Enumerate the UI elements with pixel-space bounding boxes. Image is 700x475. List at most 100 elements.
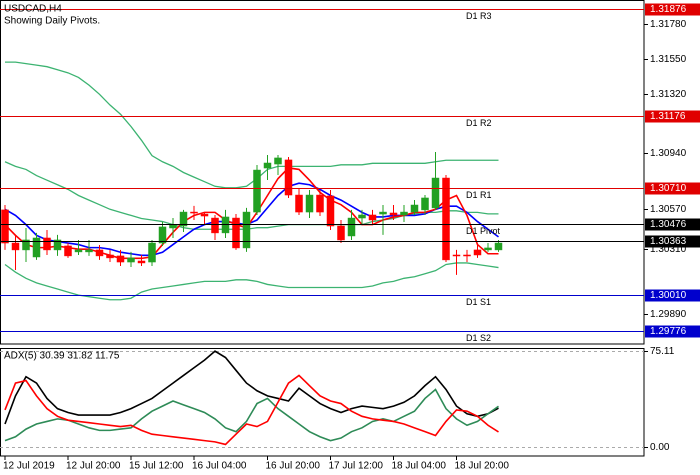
adx-line	[4, 374, 499, 446]
pivot-label: D1 S1	[466, 297, 491, 307]
candle-body	[116, 255, 125, 263]
candle-body	[400, 211, 408, 216]
candle-body	[473, 249, 482, 256]
candle-body	[274, 157, 282, 165]
candle-body	[410, 204, 419, 213]
chart-title: USDCAD,H4	[4, 4, 62, 15]
pivot-label: D1 R3	[466, 11, 492, 21]
adx-line	[4, 388, 499, 442]
pivot-value: 1.30010	[650, 290, 687, 301]
pivot-value-box	[645, 3, 700, 16]
candle-body	[85, 249, 93, 253]
candle-body	[200, 213, 209, 217]
x-tick-label: 18 Jul 20:00	[455, 461, 510, 472]
candle-body	[53, 239, 62, 251]
candle-body	[421, 197, 429, 211]
candle-body	[484, 247, 492, 251]
candle-body	[263, 162, 272, 169]
x-tick-label: 15 Jul 12:00	[129, 461, 184, 472]
y-tick-label: 0.00	[650, 442, 670, 453]
adx-panel	[0, 348, 645, 457]
price-value: 1.30363	[650, 236, 687, 247]
y-tick-label: 75.11	[650, 346, 675, 357]
adx-plot	[0, 350, 644, 448]
candle-body	[253, 169, 261, 213]
indicator-line	[4, 262, 499, 301]
indicator-line	[4, 167, 499, 260]
price-box	[645, 235, 700, 248]
candle-body	[211, 217, 219, 234]
candle-body	[106, 254, 114, 259]
x-tick-label: 18 Jul 04:00	[392, 461, 447, 472]
candle-body	[22, 239, 30, 251]
indicator-line	[4, 161, 499, 230]
candle-body	[305, 194, 314, 213]
y-tick-label: 1.30940	[650, 148, 687, 159]
y-tick-label: 1.31550	[650, 54, 687, 65]
candle-body	[1, 209, 9, 244]
candle-body	[127, 257, 135, 263]
indicator-line	[5, 61, 499, 189]
candle-body	[326, 195, 335, 227]
candle-body	[64, 245, 72, 257]
candle-body	[242, 211, 251, 249]
adx-line	[4, 350, 499, 425]
candle-body	[368, 214, 377, 221]
candle-body	[295, 194, 303, 213]
pivot-label: D1 R1	[466, 190, 492, 200]
candle-body	[158, 226, 167, 244]
pivot-value-box	[645, 110, 700, 123]
chart-subtitle: Showing Daily Pivots.	[4, 16, 100, 27]
y-tick-label: 1.31780	[650, 19, 687, 30]
y-tick-label: 1.29890	[650, 309, 687, 320]
candle-body	[232, 217, 240, 249]
main-plot	[0, 9, 644, 332]
candle-body	[11, 242, 20, 251]
indicator-line	[4, 182, 499, 257]
candle-body	[494, 242, 503, 251]
y-tick-label: 1.31320	[650, 89, 687, 100]
pivot-value-box	[645, 289, 700, 302]
pivot-label: D1 R2	[466, 118, 492, 128]
candle-body	[137, 260, 146, 264]
candle-body	[284, 159, 293, 196]
pivot-value: 1.30710	[650, 183, 687, 194]
y-tick-label: 1.30310	[650, 244, 687, 255]
pivot-label: D1 Pivot	[466, 226, 501, 236]
x-tick-label: 16 Jul 04:00	[192, 461, 247, 472]
pivot-value: 1.31876	[650, 4, 687, 15]
candle-body	[43, 237, 51, 251]
pivot-value-box	[645, 182, 700, 195]
x-tick-label: 16 Jul 20:00	[266, 461, 321, 472]
candle-body	[431, 177, 440, 209]
candle-body	[347, 217, 356, 237]
adx-title: ADX(5) 30.39 31.82 11.75	[4, 351, 120, 362]
y-tick-label: 1.30570	[650, 204, 687, 215]
x-tick-label: 12 Jul 2019	[3, 461, 55, 472]
main-panel	[0, 0, 645, 345]
axes: 1.31780 1.31550 1.31320 1.30940 1.30570 1.303…	[3, 3, 700, 472]
candle-body	[179, 211, 188, 227]
pivot-value-box	[645, 218, 700, 231]
candle-body	[169, 224, 177, 229]
pivot-value-box	[645, 325, 700, 338]
candle-body	[358, 214, 366, 219]
candle-body	[452, 254, 461, 257]
pivot-value: 1.31176	[650, 111, 686, 122]
pivot-label: D1 S2	[466, 333, 491, 343]
candle-body	[32, 237, 41, 258]
candle-body	[389, 212, 398, 216]
candle-body	[316, 194, 324, 213]
candle-body	[463, 254, 471, 257]
pivot-value: 1.30476	[650, 219, 687, 230]
x-tick-label: 12 Jul 20:00	[66, 461, 121, 472]
candle-body	[74, 249, 83, 253]
pivot-value: 1.29776	[650, 326, 687, 337]
x-tick-label: 17 Jul 12:00	[329, 461, 384, 472]
candle-body	[95, 249, 104, 257]
candle-body	[190, 211, 198, 214]
candle-body	[442, 177, 450, 261]
candle-body	[379, 211, 387, 215]
candle-body	[337, 225, 345, 241]
